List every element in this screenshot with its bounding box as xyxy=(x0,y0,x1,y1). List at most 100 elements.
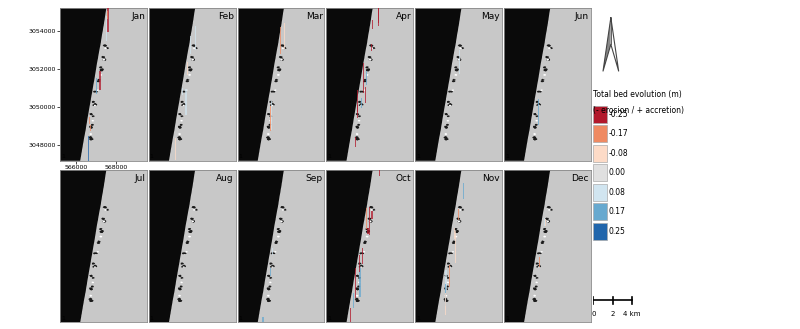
Polygon shape xyxy=(504,8,550,161)
Text: 1: 1 xyxy=(61,316,65,321)
Text: May: May xyxy=(482,12,500,21)
Polygon shape xyxy=(193,47,196,49)
Polygon shape xyxy=(178,295,181,297)
Polygon shape xyxy=(99,228,102,230)
Bar xyxy=(594,164,606,181)
Text: 1: 1 xyxy=(150,316,154,321)
Polygon shape xyxy=(182,105,185,106)
Polygon shape xyxy=(95,91,98,92)
Polygon shape xyxy=(238,170,284,322)
Polygon shape xyxy=(278,68,282,71)
Polygon shape xyxy=(97,89,99,91)
Polygon shape xyxy=(90,295,92,297)
Text: 1: 1 xyxy=(416,154,420,160)
Polygon shape xyxy=(97,251,99,253)
Text: 0.17: 0.17 xyxy=(608,207,625,216)
Polygon shape xyxy=(534,288,537,290)
Polygon shape xyxy=(368,217,371,220)
Polygon shape xyxy=(534,295,536,297)
Text: Sep: Sep xyxy=(306,174,322,183)
Polygon shape xyxy=(445,127,448,129)
Text: -0.08: -0.08 xyxy=(608,149,628,158)
Polygon shape xyxy=(446,286,449,288)
Polygon shape xyxy=(188,69,191,71)
Bar xyxy=(594,106,606,123)
Polygon shape xyxy=(182,103,186,105)
Polygon shape xyxy=(458,44,461,46)
Polygon shape xyxy=(356,127,359,129)
Polygon shape xyxy=(444,138,449,140)
Polygon shape xyxy=(449,266,451,268)
Polygon shape xyxy=(356,138,360,140)
Polygon shape xyxy=(451,89,454,91)
Bar xyxy=(354,138,356,147)
Polygon shape xyxy=(270,101,273,103)
Polygon shape xyxy=(547,44,551,47)
Polygon shape xyxy=(369,59,373,61)
Polygon shape xyxy=(538,105,540,106)
Polygon shape xyxy=(370,44,374,47)
Polygon shape xyxy=(543,74,546,76)
Polygon shape xyxy=(542,79,545,81)
Polygon shape xyxy=(100,69,103,71)
Polygon shape xyxy=(546,44,550,46)
Text: Dec: Dec xyxy=(571,174,589,183)
Bar xyxy=(446,270,447,291)
Polygon shape xyxy=(449,266,452,267)
Polygon shape xyxy=(280,59,282,61)
Polygon shape xyxy=(101,230,104,232)
Polygon shape xyxy=(445,300,449,302)
Polygon shape xyxy=(88,136,92,139)
Polygon shape xyxy=(90,113,93,115)
Polygon shape xyxy=(361,252,364,254)
Polygon shape xyxy=(90,275,92,277)
Polygon shape xyxy=(102,56,105,58)
Text: 1: 1 xyxy=(505,316,509,321)
Polygon shape xyxy=(445,295,447,297)
Polygon shape xyxy=(180,124,183,126)
Text: 0.00: 0.00 xyxy=(608,168,626,177)
Polygon shape xyxy=(363,242,366,244)
Polygon shape xyxy=(177,136,181,139)
Polygon shape xyxy=(97,242,99,244)
Bar xyxy=(362,248,363,264)
Polygon shape xyxy=(536,115,538,117)
Polygon shape xyxy=(326,170,373,322)
Text: -0.25: -0.25 xyxy=(608,110,628,119)
Polygon shape xyxy=(97,80,101,82)
Polygon shape xyxy=(454,236,458,238)
Polygon shape xyxy=(190,217,194,220)
Polygon shape xyxy=(540,251,542,253)
Text: 1: 1 xyxy=(505,154,509,160)
Polygon shape xyxy=(92,115,94,117)
Polygon shape xyxy=(356,113,359,115)
Polygon shape xyxy=(535,282,538,283)
Polygon shape xyxy=(452,242,454,244)
Polygon shape xyxy=(366,228,369,230)
Polygon shape xyxy=(267,300,271,302)
Polygon shape xyxy=(358,286,360,288)
Polygon shape xyxy=(361,91,364,92)
Polygon shape xyxy=(534,127,537,129)
Polygon shape xyxy=(95,253,98,254)
Polygon shape xyxy=(368,56,371,58)
Polygon shape xyxy=(443,136,447,139)
Polygon shape xyxy=(274,242,278,244)
Polygon shape xyxy=(538,91,541,92)
Bar xyxy=(89,117,90,124)
Polygon shape xyxy=(94,266,98,267)
Polygon shape xyxy=(534,138,538,140)
Polygon shape xyxy=(458,206,461,208)
Polygon shape xyxy=(273,91,275,92)
Polygon shape xyxy=(449,103,452,105)
Polygon shape xyxy=(546,59,550,61)
Polygon shape xyxy=(104,206,107,209)
Polygon shape xyxy=(362,253,364,254)
Polygon shape xyxy=(356,275,358,277)
Polygon shape xyxy=(92,101,95,103)
Polygon shape xyxy=(271,104,275,106)
Polygon shape xyxy=(278,231,281,233)
Polygon shape xyxy=(454,74,458,76)
Polygon shape xyxy=(267,138,271,140)
Polygon shape xyxy=(277,66,280,68)
